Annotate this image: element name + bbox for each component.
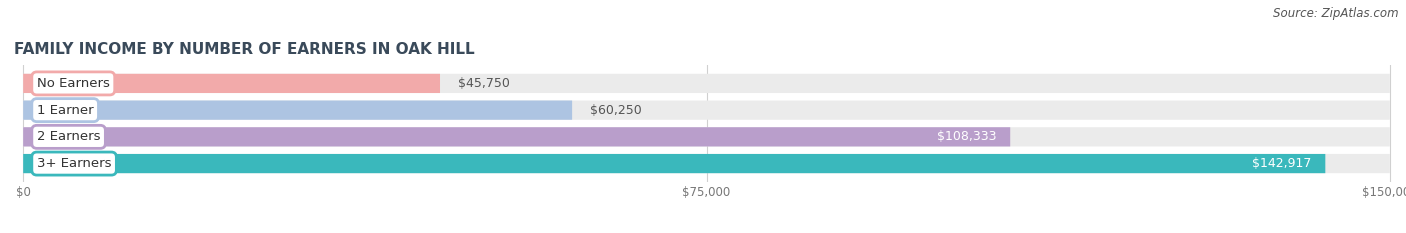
- Text: No Earners: No Earners: [37, 77, 110, 90]
- Text: $45,750: $45,750: [458, 77, 510, 90]
- Text: 3+ Earners: 3+ Earners: [37, 157, 111, 170]
- Text: $142,917: $142,917: [1253, 157, 1312, 170]
- FancyBboxPatch shape: [22, 127, 1011, 147]
- Text: $60,250: $60,250: [591, 104, 643, 117]
- Text: Source: ZipAtlas.com: Source: ZipAtlas.com: [1274, 7, 1399, 20]
- Text: 2 Earners: 2 Earners: [37, 130, 100, 143]
- FancyBboxPatch shape: [22, 74, 440, 93]
- FancyBboxPatch shape: [22, 74, 1391, 93]
- FancyBboxPatch shape: [22, 127, 1391, 147]
- Text: $108,333: $108,333: [936, 130, 997, 143]
- FancyBboxPatch shape: [22, 100, 572, 120]
- Text: 1 Earner: 1 Earner: [37, 104, 93, 117]
- FancyBboxPatch shape: [22, 100, 1391, 120]
- FancyBboxPatch shape: [22, 154, 1326, 173]
- FancyBboxPatch shape: [22, 154, 1391, 173]
- Text: FAMILY INCOME BY NUMBER OF EARNERS IN OAK HILL: FAMILY INCOME BY NUMBER OF EARNERS IN OA…: [14, 42, 475, 57]
